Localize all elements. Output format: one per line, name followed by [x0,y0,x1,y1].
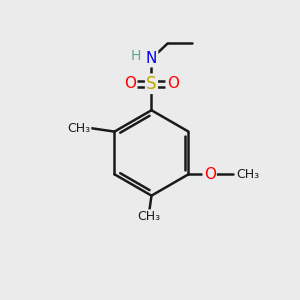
Text: H: H [131,49,141,63]
Text: S: S [146,75,157,93]
Text: CH₃: CH₃ [236,168,259,181]
Text: CH₃: CH₃ [67,122,90,135]
Text: O: O [167,76,179,91]
Text: O: O [204,167,216,182]
Text: O: O [124,76,136,91]
Text: N: N [146,51,157,66]
Text: CH₃: CH₃ [137,210,160,223]
